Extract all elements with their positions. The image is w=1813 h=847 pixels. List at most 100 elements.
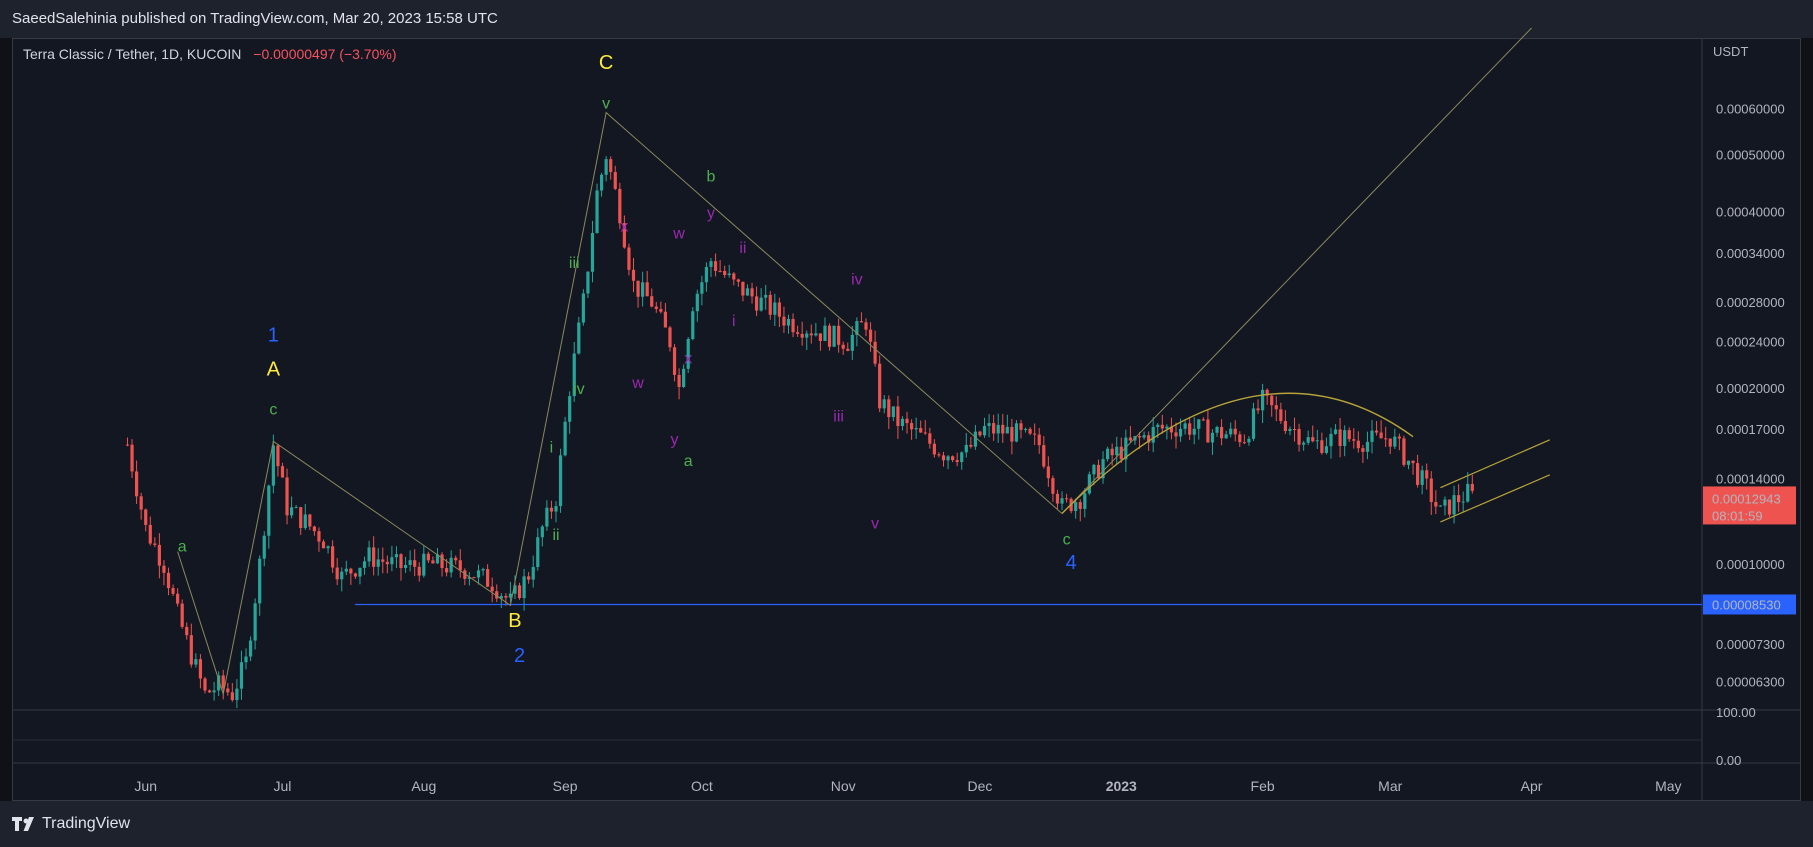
candle-body (764, 294, 768, 298)
candle-body (855, 321, 859, 335)
candle-body (932, 443, 936, 455)
candle-body (841, 344, 845, 349)
candle-body (941, 455, 946, 461)
symbol-title: Terra Classic / Tether, 1D, KUCOIN (23, 46, 242, 62)
candle-body (194, 659, 198, 665)
candle-body (577, 322, 581, 354)
time-tick-label: Apr (1521, 778, 1543, 794)
candle-body (217, 675, 221, 691)
wave-trendlines (177, 111, 1063, 696)
candle-body (358, 567, 362, 577)
wave-label: y (671, 432, 679, 449)
candle-body (1470, 484, 1474, 491)
candle-body (431, 560, 435, 564)
candle-body (572, 353, 576, 397)
symbol-legend[interactable]: Terra Classic / Tether, 1D, KUCOIN −0.00… (23, 46, 397, 62)
candle-body (331, 546, 335, 568)
candle-body (1283, 420, 1287, 432)
candle-body (1028, 428, 1032, 434)
candle-body (1384, 438, 1388, 440)
candle-body (809, 333, 813, 336)
candle-body (1279, 409, 1283, 421)
wave-label: i (732, 313, 736, 330)
candle-body (850, 334, 854, 351)
candle-body (741, 281, 745, 296)
candle-body (1397, 436, 1401, 439)
wave-label: ii (552, 527, 559, 544)
candle-body (1124, 437, 1128, 460)
candle-body (1215, 426, 1219, 433)
candle-body (750, 288, 754, 297)
candle-body (1265, 389, 1269, 396)
candle-body (1324, 446, 1329, 453)
candle-body (1242, 442, 1246, 444)
candle-body (937, 454, 941, 456)
candle-body (1343, 430, 1347, 446)
candle-body (1425, 470, 1429, 479)
candle-body (1238, 434, 1242, 443)
candle-body (987, 423, 991, 426)
candle-body (586, 271, 590, 294)
wave-label: y (707, 205, 715, 222)
candle-body (1092, 464, 1096, 475)
candle-body (1174, 432, 1178, 437)
candle-body (1128, 437, 1133, 441)
candle-body (1247, 438, 1251, 443)
candle-body (554, 506, 558, 512)
candle-body (344, 568, 348, 572)
candle-body (805, 333, 809, 338)
candle-body (1019, 423, 1023, 430)
candle-body (773, 302, 777, 315)
price-axis[interactable]: USDT 0.00060000 0.00050000 0.00040000 0.000… (1713, 44, 1785, 690)
candle-body (321, 541, 326, 549)
candle-body (176, 593, 180, 604)
candle-body (481, 569, 485, 571)
candles (125, 156, 1474, 708)
candle-body (1087, 474, 1091, 494)
candle-body (1183, 423, 1187, 429)
candle-body (285, 477, 289, 516)
price-tick-label: 0.00010000 (1716, 557, 1785, 572)
time-tick-label: Jul (274, 778, 292, 794)
candle-body (590, 232, 595, 272)
candle-body (1315, 440, 1319, 442)
candle-body (905, 418, 909, 424)
candle-body (130, 444, 134, 472)
candle-body (189, 635, 193, 665)
candle-body (1420, 470, 1424, 485)
candle-body (946, 456, 950, 461)
candle-body (604, 159, 608, 175)
candle-body (878, 363, 882, 409)
brand-label: TradingView (42, 815, 131, 832)
candle-body (909, 423, 914, 430)
candle-body (180, 603, 184, 627)
candle-body (1429, 478, 1433, 503)
candle-body (613, 172, 617, 189)
candle-body (499, 596, 503, 599)
price-tick-label: 0.00040000 (1716, 204, 1785, 219)
candle-body (814, 333, 818, 336)
candle-body (1297, 429, 1301, 445)
candle-body (1147, 435, 1151, 443)
candle-body (239, 662, 244, 689)
price-tick-label: 0.00034000 (1716, 246, 1785, 261)
candle-body (599, 174, 604, 191)
candle-body (303, 514, 307, 529)
time-axis[interactable]: Jun Jul Aug Sep Oct Nov Dec 2023 Feb Mar Apr May (134, 778, 1681, 794)
candle-body (1037, 434, 1041, 446)
wave-label: C (599, 52, 613, 74)
candle-body (1106, 448, 1110, 460)
candle-body (645, 282, 649, 297)
candle-body (513, 585, 517, 594)
candle-body (294, 507, 298, 509)
candle-body (435, 554, 440, 564)
price-tick-label: 0.00050000 (1716, 148, 1785, 163)
candle-body (139, 496, 143, 510)
wave-label: c (1063, 531, 1071, 548)
tradingview-brand[interactable]: TradingView (12, 815, 130, 833)
candle-body (1046, 466, 1050, 479)
candle-body (1292, 428, 1297, 430)
candle-body (262, 535, 266, 559)
